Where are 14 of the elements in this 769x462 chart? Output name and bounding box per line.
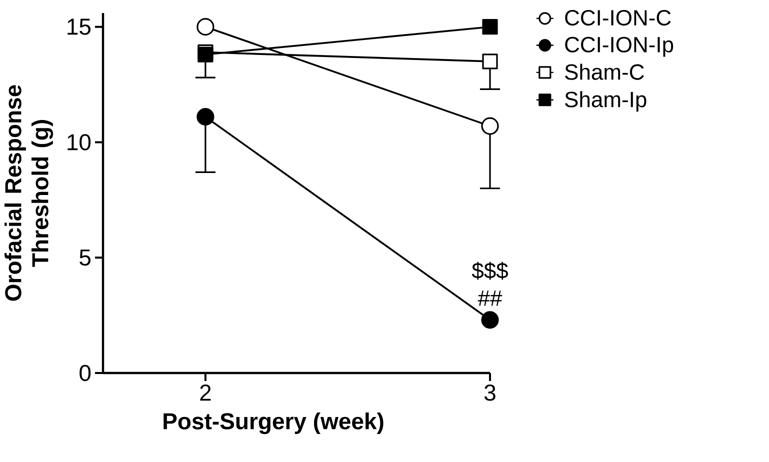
y-tick-label: 15 bbox=[68, 18, 90, 35]
y-tick-label: 10 bbox=[68, 134, 91, 150]
legend-label: CCI-ION-Ip bbox=[565, 36, 674, 57]
annotation: ## bbox=[478, 290, 502, 306]
annotation: $$$ bbox=[472, 262, 508, 280]
x-axis-title: Post-Surgery (week) bbox=[164, 412, 384, 434]
y-axis-title: Orofacial Response Threshold (g) bbox=[4, 85, 54, 301]
x-tick-label: 3 bbox=[484, 384, 496, 401]
y-tick-label: 5 bbox=[80, 250, 91, 266]
legend-label: CCI-ION-C bbox=[565, 10, 671, 26]
x-tick-label: 2 bbox=[200, 384, 211, 401]
legend-label: Sham-Ip bbox=[565, 91, 646, 112]
y-tick-label: 0 bbox=[80, 364, 91, 382]
legend-label: Sham-C bbox=[565, 64, 644, 80]
